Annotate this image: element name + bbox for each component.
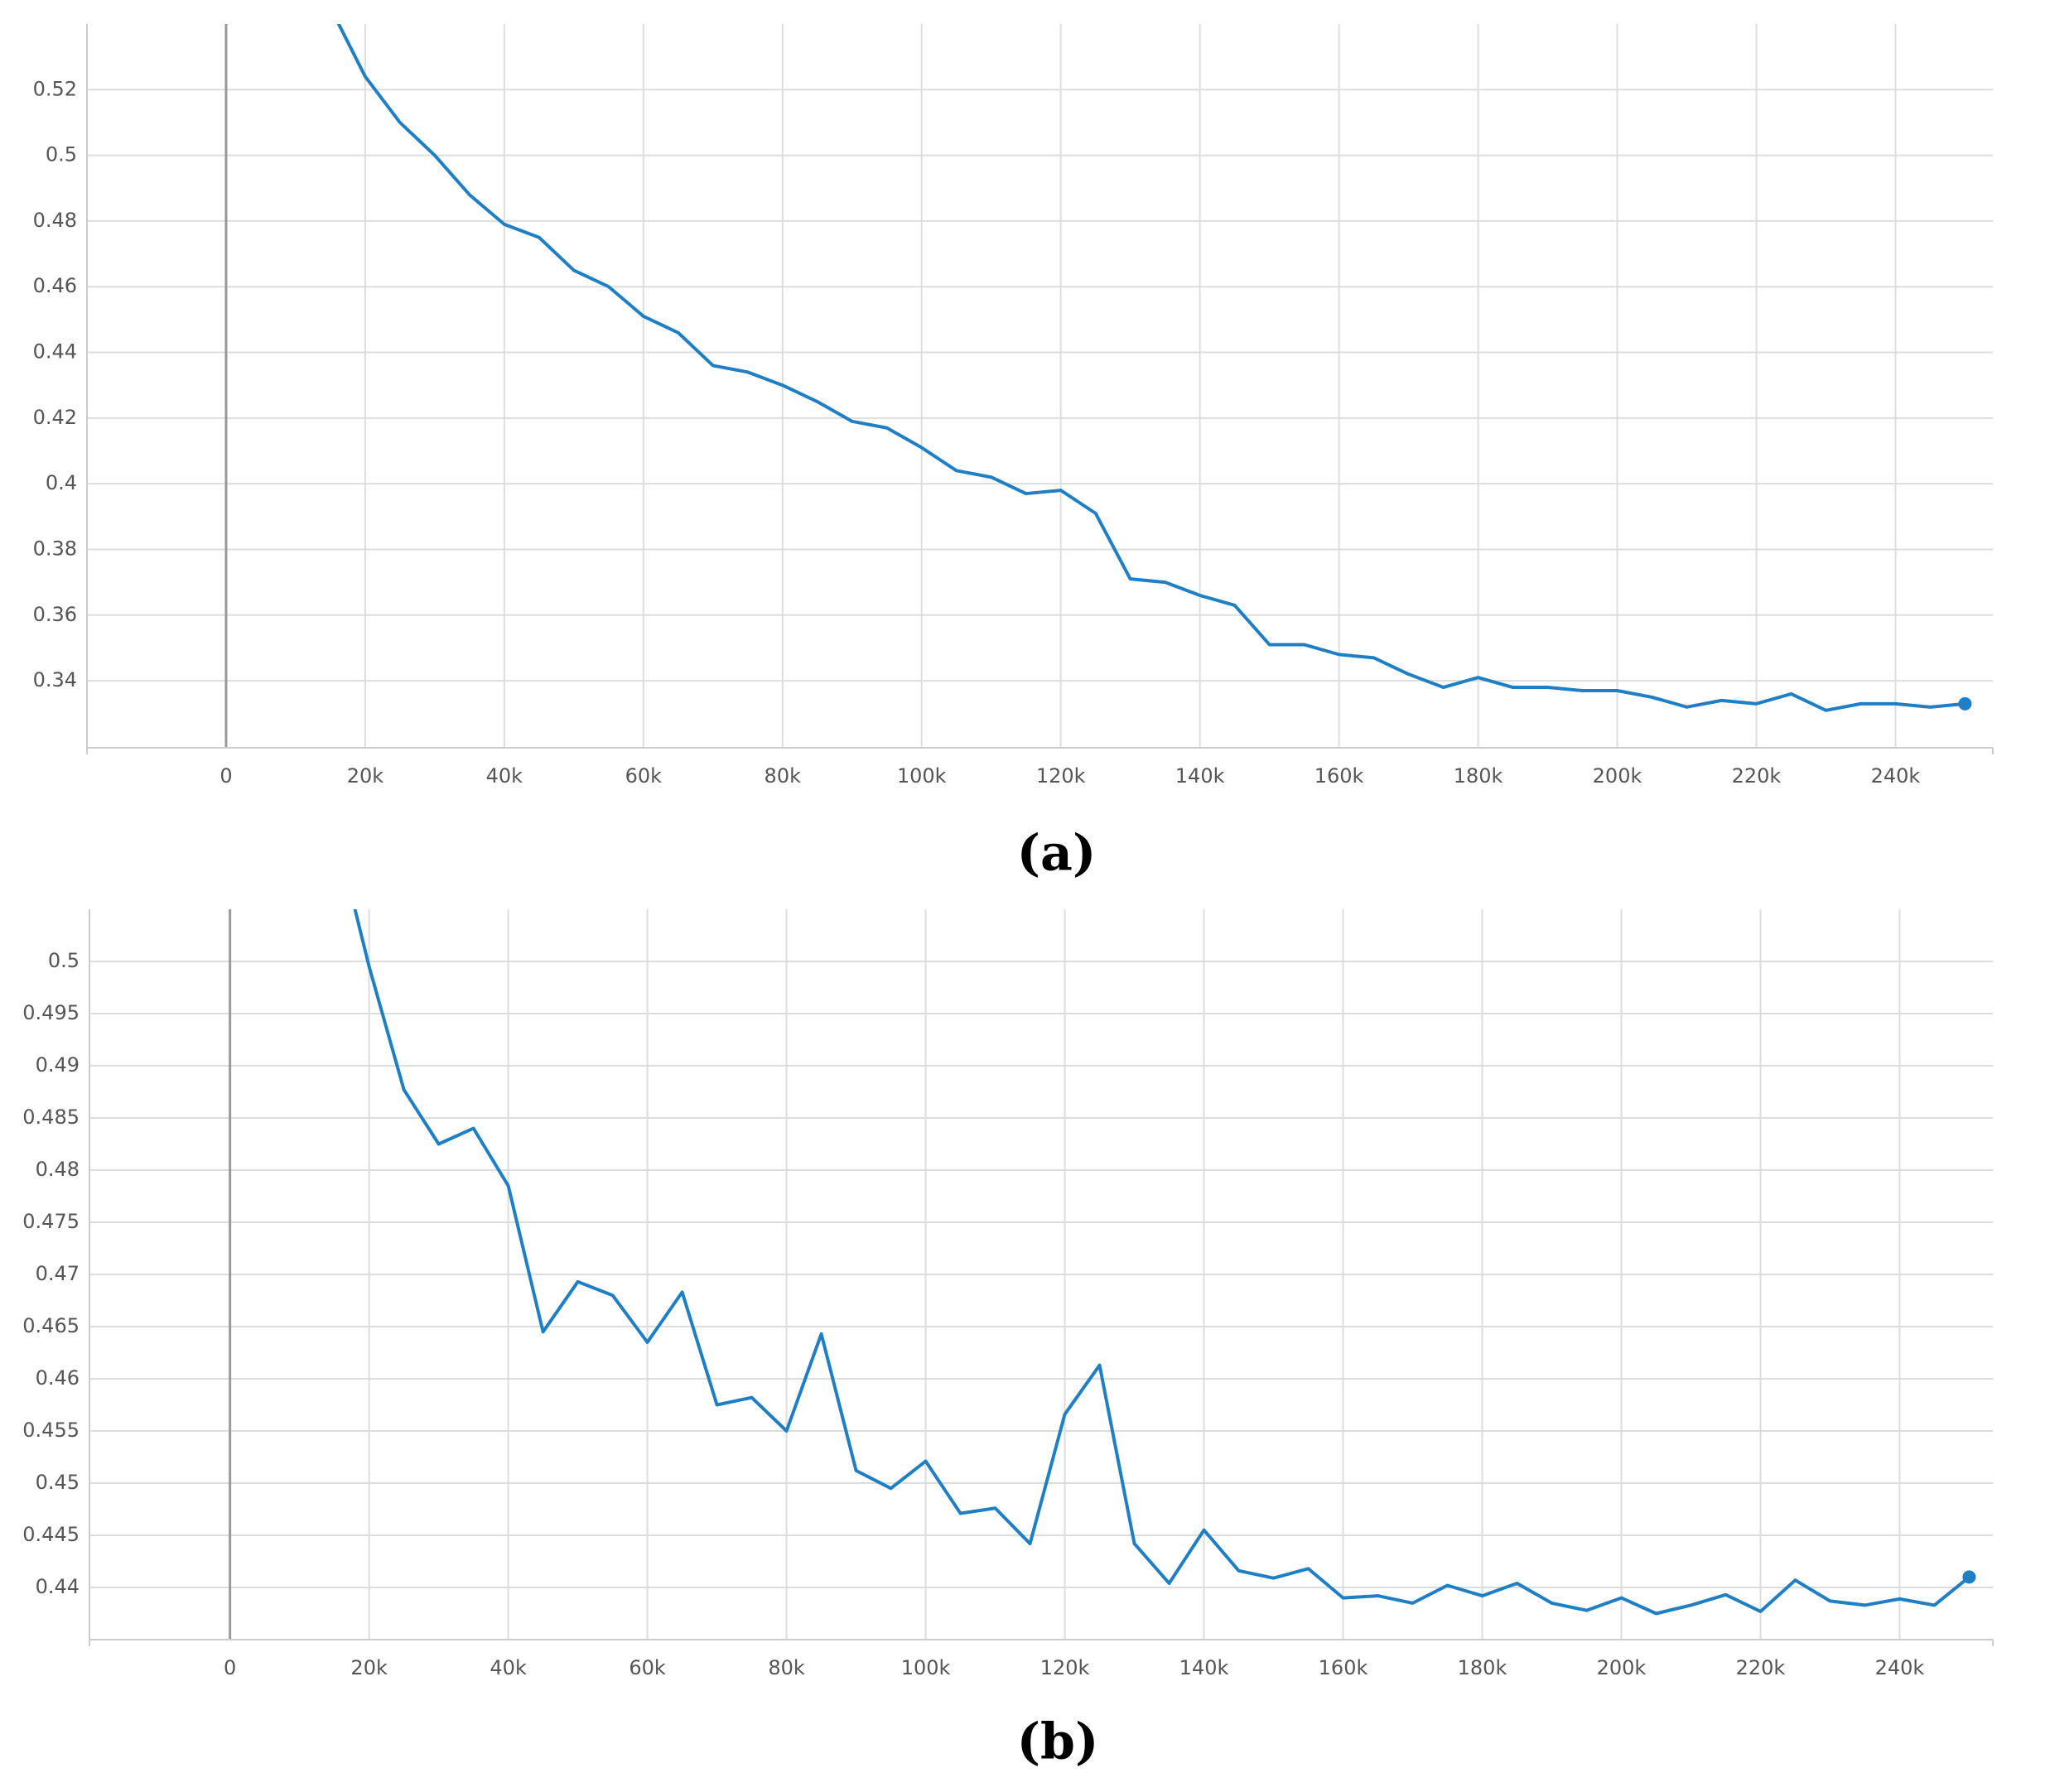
y-tick-label: 0.5 [48,949,80,972]
x-tick-label: 40k [490,1656,527,1679]
y-tick-label: 0.48 [36,1158,80,1181]
last-point [1962,1570,1976,1584]
y-tick-label: 0.475 [22,1210,80,1233]
x-tick-label: 20k [347,764,384,788]
y-tick-label: 0.46 [33,274,77,297]
x-tick-label: 200k [1597,1656,1647,1679]
x-tick-label: 220k [1736,1656,1786,1679]
x-tick-label: 40k [486,764,523,788]
y-tick-label: 0.52 [33,77,77,100]
y-tick-label: 0.485 [22,1106,80,1129]
y-tick-label: 0.44 [36,1575,80,1598]
x-tick-label: 0 [224,1656,236,1679]
y-tick-label: 0.455 [22,1419,80,1442]
y-tick-label: 0.445 [22,1523,80,1546]
y-tick-label: 0.47 [36,1262,80,1285]
last-point [1958,696,1972,711]
x-tick-label: 60k [629,1656,666,1679]
x-tick-label: 140k [1175,764,1225,788]
x-tick-label: 80k [768,1656,805,1679]
x-tick-label: 160k [1319,1656,1368,1679]
x-tick-label: 180k [1454,764,1503,788]
x-tick-label: 240k [1875,1656,1925,1679]
y-tick-label: 0.36 [33,603,77,626]
x-tick-label: 100k [897,764,947,788]
y-tick-label: 0.45 [36,1471,80,1494]
caption: (b) [1017,1713,1099,1771]
data-line [336,24,1966,712]
x-tick-label: 140k [1179,1656,1229,1679]
x-tick-label: 20k [350,1656,388,1679]
y-tick-label: 0.42 [33,406,77,429]
y-tick-label: 0.4 [46,471,77,494]
x-tick-label: 60k [625,764,663,788]
y-tick-label: 0.5 [46,143,77,166]
y-tick-label: 0.49 [36,1053,80,1077]
x-tick-label: 120k [1040,1656,1090,1679]
caption: (a) [1017,825,1097,883]
y-tick-label: 0.48 [33,209,77,232]
x-tick-label: 240k [1871,764,1921,788]
x-tick-label: 0 [219,764,232,788]
y-tick-label: 0.34 [33,668,77,691]
x-tick-label: 160k [1314,764,1364,788]
y-tick-label: 0.46 [36,1366,80,1390]
x-tick-label: 100k [901,1656,951,1679]
x-tick-label: 220k [1732,764,1782,788]
x-tick-label: 200k [1593,764,1642,788]
x-tick-label: 120k [1036,764,1086,788]
y-tick-label: 0.495 [22,1001,80,1024]
y-tick-label: 0.44 [33,340,77,364]
y-tick-label: 0.38 [33,537,77,560]
x-tick-label: 80k [765,764,802,788]
data-line [353,909,1970,1616]
y-tick-label: 0.465 [22,1314,80,1337]
x-tick-label: 180k [1458,1656,1507,1679]
